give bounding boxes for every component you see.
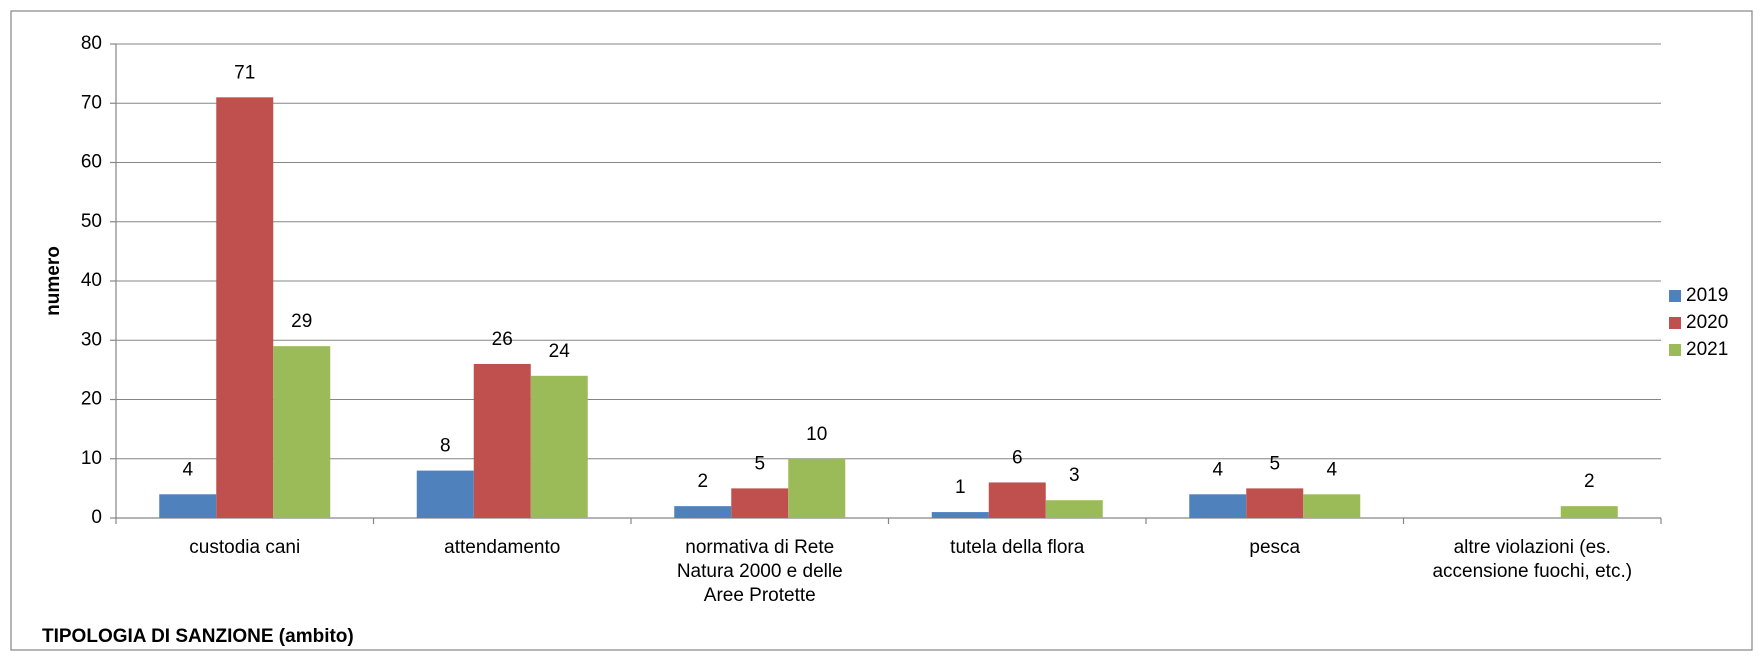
legend-label: 2019 bbox=[1686, 285, 1728, 306]
bar bbox=[273, 346, 331, 518]
data-label: 4 bbox=[1212, 459, 1223, 480]
data-label: 2 bbox=[697, 471, 708, 492]
legend-swatch bbox=[1669, 344, 1681, 356]
x-tick-label: tutela della flora bbox=[950, 537, 1085, 558]
x-tick-label: custodia cani bbox=[189, 537, 300, 558]
y-tick-label: 30 bbox=[81, 329, 102, 350]
bar bbox=[416, 470, 474, 518]
data-label: 29 bbox=[291, 311, 312, 332]
y-tick-label: 70 bbox=[81, 92, 102, 113]
data-label: 8 bbox=[440, 436, 451, 457]
data-label: 3 bbox=[1069, 465, 1080, 486]
bar bbox=[1189, 494, 1247, 518]
data-label: 2 bbox=[1584, 471, 1595, 492]
y-tick-label: 80 bbox=[81, 33, 102, 54]
bar bbox=[1560, 506, 1618, 518]
bar bbox=[530, 375, 588, 518]
bar bbox=[788, 458, 846, 518]
bar bbox=[674, 506, 732, 518]
x-tick-label: altre violazioni (es. accensione fuochi, … bbox=[1432, 537, 1632, 582]
x-tick-label: normativa di Rete Natura 2000 e delle Aree… bbox=[677, 537, 843, 606]
data-label: 5 bbox=[1269, 453, 1280, 474]
legend-swatch bbox=[1669, 317, 1681, 329]
data-label: 6 bbox=[1012, 447, 1023, 468]
legend-swatch bbox=[1669, 290, 1681, 302]
data-label: 5 bbox=[754, 453, 765, 474]
y-tick-label: 50 bbox=[81, 211, 102, 232]
data-label: 24 bbox=[549, 341, 571, 362]
data-label: 4 bbox=[182, 459, 193, 480]
data-label: 10 bbox=[806, 424, 827, 445]
x-tick-label: attendamento bbox=[444, 537, 560, 558]
bar bbox=[931, 512, 989, 518]
data-label: 4 bbox=[1326, 459, 1337, 480]
bar bbox=[473, 363, 531, 518]
y-tick-label: 20 bbox=[81, 389, 102, 410]
bar bbox=[1045, 500, 1103, 518]
chart-border bbox=[10, 10, 1753, 651]
legend-label: 2021 bbox=[1686, 339, 1728, 360]
bar bbox=[988, 482, 1046, 518]
data-label: 1 bbox=[955, 477, 966, 498]
y-axis-title: numero bbox=[43, 246, 64, 316]
x-axis-title: TIPOLOGIA DI SANZIONE (ambito) bbox=[42, 626, 354, 647]
x-tick-label: pesca bbox=[1249, 537, 1300, 558]
bar bbox=[1246, 488, 1304, 518]
bar bbox=[216, 97, 274, 518]
bar bbox=[731, 488, 789, 518]
y-tick-label: 40 bbox=[81, 270, 102, 291]
y-tick-label: 60 bbox=[81, 152, 102, 173]
y-tick-label: 10 bbox=[81, 448, 102, 469]
bar bbox=[159, 494, 217, 518]
data-label: 71 bbox=[234, 62, 255, 83]
bar bbox=[1303, 494, 1361, 518]
legend-label: 2020 bbox=[1686, 312, 1728, 333]
y-tick-label: 0 bbox=[91, 507, 102, 528]
data-label: 26 bbox=[492, 329, 513, 350]
